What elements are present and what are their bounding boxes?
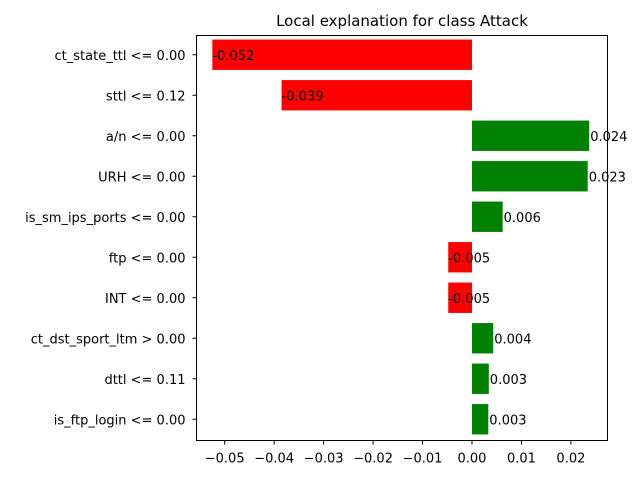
y-tick-label-5: ftp <= 0.00: [109, 251, 186, 266]
bar-0: [212, 39, 472, 70]
x-axis: −0.05 −0.04 −0.03 −0.02 −0.01 0.00 0.01 0.02: [205, 440, 585, 467]
x-tick-label-4: −0.01: [403, 452, 443, 467]
value-label-4: 0.006: [504, 211, 541, 226]
bar-4: [471, 201, 503, 232]
bar-5: [448, 242, 472, 273]
bar-9: [471, 404, 489, 435]
y-tick-label-8: dttl <= 0.11: [104, 373, 185, 388]
y-tick-label-3: URH <= 0.00: [98, 170, 185, 185]
value-label-9: 0.003: [489, 413, 526, 428]
x-tick-label-3: −0.02: [353, 452, 393, 467]
y-tick-label-0: ct_state_ttl <= 0.00: [55, 49, 186, 64]
chart-title: Local explanation for class Attack: [276, 12, 528, 30]
y-axis: ct_state_ttl <= 0.00 sttl <= 0.12 a/n <= 0…: [25, 49, 197, 428]
value-label-5: -0.005: [448, 251, 490, 266]
bar-2: [471, 120, 590, 151]
bar-6: [448, 282, 472, 313]
y-tick-label-7: ct_dst_sport_ltm > 0.00: [31, 332, 186, 347]
x-tick-label-2: −0.03: [304, 452, 344, 467]
y-tick-label-6: INT <= 0.00: [105, 292, 186, 307]
value-label-0: -0.052: [212, 49, 254, 64]
bar-7: [471, 323, 494, 354]
value-label-7: 0.004: [494, 332, 531, 347]
bar-8: [471, 363, 489, 394]
x-tick-label-6: 0.01: [507, 452, 536, 467]
value-label-8: 0.003: [490, 373, 527, 388]
y-tick-label-4: is_sm_ips_ports <= 0.00: [25, 211, 185, 226]
bar-1: [281, 80, 472, 111]
value-labels-layer: -0.052-0.0390.0240.0230.006-0.005-0.0050…: [212, 49, 627, 429]
value-label-2: 0.024: [590, 130, 627, 145]
value-label-6: -0.005: [448, 292, 490, 307]
plot-frame: [196, 35, 608, 441]
y-tick-label-1: sttl <= 0.12: [106, 89, 186, 104]
y-tick-label-2: a/n <= 0.00: [106, 130, 186, 145]
x-tick-label-0: −0.05: [205, 452, 245, 467]
x-tick-label-1: −0.04: [254, 452, 294, 467]
y-tick-label-9: is_ftp_login <= 0.00: [54, 413, 186, 428]
bar-3: [471, 161, 588, 192]
x-tick-label-5: 0.00: [458, 452, 487, 467]
bars-layer: [212, 39, 590, 435]
x-tick-label-7: 0.02: [556, 452, 585, 467]
value-label-1: -0.039: [282, 89, 324, 104]
